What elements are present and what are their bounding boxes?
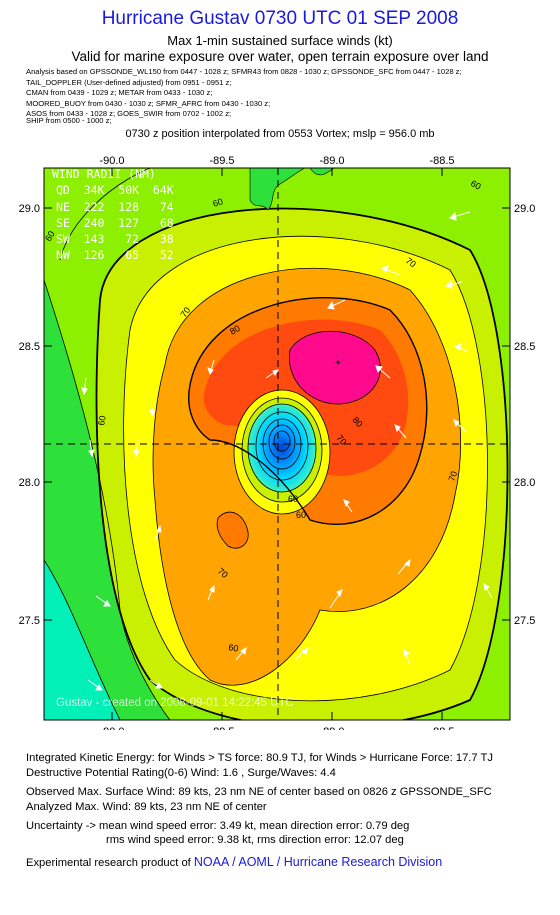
wind-vector [265,369,280,379]
contour-label: 70 [334,433,348,447]
analyzed-max-wind-line: Analyzed Max. Wind: 89 kts, 23 nm NE of … [26,801,267,813]
analysis-source-line: TAIL_DOPPLER (User-defined adjusted) fro… [26,78,232,87]
ike-line: Integrated Kinetic Energy: for Winds > T… [26,752,493,764]
wind-analysis-map: + 60 70 80 60 70 80 70 60 60 60 70 60 70… [0,140,560,738]
y-tick-labels: 29.0 28.5 28.0 27.5 29.0 28.5 28.0 27.5 [19,203,536,627]
wind-radii-row: SW 143 72 38 [56,232,174,246]
wind-vector [294,647,309,661]
y-tick-label: 28.0 [19,477,40,489]
x-tick-label: -88.5 [429,155,454,167]
contour-label: 60 [469,178,483,192]
wind-vector [235,647,247,661]
y-tick-label: 27.5 [514,615,535,627]
wind-vector [95,595,111,607]
wind-radii-row: SE 240 127 68 [56,216,174,230]
wind-radii-table: WIND RADII (NM) QD 34K 50K 64K NE 222 12… [52,167,174,262]
x-tick-label: -90.0 [99,726,124,730]
contour-label-group: 60 70 80 60 70 80 70 60 60 60 70 60 70 6… [43,178,483,654]
wind-radii-row: NW 126 65 52 [56,248,174,262]
y-tick-label: 27.5 [19,615,40,627]
analysis-source-line: Analysis based on GPSSONDE_WL150 from 04… [26,67,462,76]
map-subtitle: Max 1-min sustained surface winds (kt) [167,33,393,48]
observed-max-wind-line: Observed Max. Surface Wind: 89 kts, 23 n… [26,786,492,798]
y-tick-label: 28.5 [514,341,535,353]
contour-label: 70 [216,566,230,580]
contour-label: 80 [228,323,242,337]
wind-vector [133,439,140,458]
x-tick-label: -90.0 [99,155,124,167]
wind-vectors [81,211,493,691]
storm-eye [248,404,316,492]
wind-zone-green [44,280,170,720]
uncertainty-line: Uncertainty -> mean wind speed error: 3.… [26,820,410,832]
wind-vector [207,584,215,601]
wind-vector [454,343,469,353]
wind-vector [403,649,411,666]
wind-vector [149,401,156,418]
wind-field [44,168,510,720]
contour-label: 60 [288,494,298,504]
wind-vector [483,583,493,599]
destructive-potential-line: Destructive Potential Rating(0-6) Wind: … [26,767,336,779]
wind-vector [397,558,411,575]
contour-label: 80 [350,415,364,429]
y-tick-label: 28.0 [514,477,535,489]
wind-vector [449,211,471,221]
analysis-source-line: MOORED_BUOY from 0430 - 1030 z; SFMR_AFR… [26,99,271,108]
x-tick-label: -89.0 [319,726,344,730]
wind-vector [88,439,95,458]
contour-label: 60 [96,415,108,427]
wind-zone-secondary [217,512,249,549]
contour-label: 60 [212,196,225,209]
plot-frame [43,167,511,721]
wind-radii-row: NE 222 128 74 [56,200,174,214]
wind-vector [87,679,103,691]
validity-note: Valid for marine exposure over water, op… [71,49,489,64]
wind-vector [381,265,401,276]
x-tick-label: -89.5 [209,726,234,730]
wind-vector [207,359,215,376]
creation-watermark: Gustav - created on 2008-09-01 14:22:45 … [56,697,294,709]
max-wind-marker: + [335,358,341,369]
y-tick-label: 29.0 [19,203,40,215]
y-tick-label: 29.0 [514,203,535,215]
wind-radii-header: QD 34K 50K 64K [56,183,174,197]
wind-radii-title: WIND RADII (NM) [52,167,156,181]
wind-vector [149,679,163,689]
contour-label: 60 [43,229,57,243]
contour-label: 60 [228,642,240,654]
wind-vector [445,279,463,289]
wind-vector [81,377,88,396]
wind-vector [453,419,467,433]
analysis-source-line: SHIP from 0500 - 1000 z; [26,116,112,125]
wind-vector [375,365,391,379]
wind-vector [394,424,407,439]
x-tick-label: -89.0 [319,155,344,167]
y-tick-label: 28.5 [19,341,40,353]
wind-zone-max [289,331,381,405]
contour-label: 70 [446,470,459,483]
position-note: 0730 z position interpolated from 0553 V… [125,128,435,140]
coastline-land [249,168,306,211]
contour-label: 70 [404,255,418,269]
page-title: Hurricane Gustav 0730 UTC 01 SEP 2008 [101,8,459,29]
uncertainty-line: rms wind speed error: 9.38 kt, rms direc… [106,834,404,846]
analysis-source-line: ASOS from 0433 - 1028 z; GOES_SWIR from … [26,109,232,118]
x-tick-label: -88.5 [429,726,454,730]
analysis-source-line: CMAN from 0439 - 1029 z; METAR from 0433… [26,88,213,97]
wind-vector [154,524,162,543]
contour-lines [44,168,509,720]
wind-vector [343,499,353,513]
contour-label: 70 [178,305,192,319]
wind-vector [329,589,343,609]
contour-label: 60 [296,510,306,520]
credit-line: Experimental research product of NOAA / … [26,855,442,869]
axis-ticks [44,168,510,720]
credit-prefix: Experimental research product of [26,857,191,869]
noaa-aoml-link[interactable]: NOAA / AOML / Hurricane Research Divisio… [193,855,443,869]
x-tick-label: -89.5 [209,155,234,167]
wind-vector [327,299,346,310]
